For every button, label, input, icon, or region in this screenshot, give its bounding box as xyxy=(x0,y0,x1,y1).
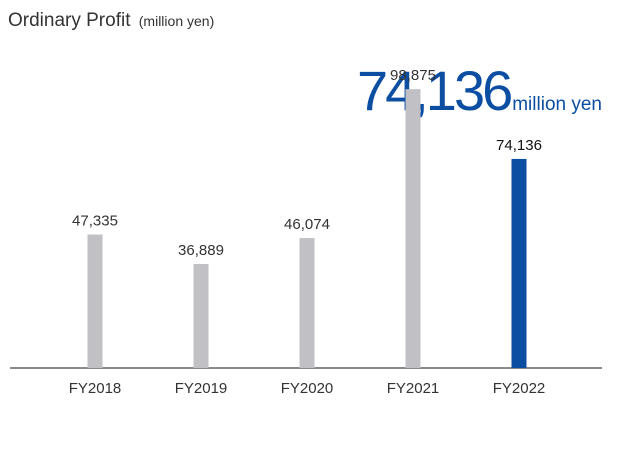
value-label-fy2021: 98,875 xyxy=(390,67,436,84)
chart-title: Ordinary Profit (million yen) xyxy=(8,10,214,32)
highlight-number: 74,136 xyxy=(356,59,513,122)
bar-fy2020 xyxy=(299,238,315,368)
chart-title-unit: (million yen) xyxy=(138,13,215,29)
x-tick-label-fy2021: FY2021 xyxy=(387,380,440,397)
value-label-fy2022: 74,136 xyxy=(496,137,542,154)
value-label-fy2019: 36,889 xyxy=(178,242,224,259)
value-label-fy2018: 47,335 xyxy=(72,213,118,230)
x-tick-label-fy2020: FY2020 xyxy=(281,380,334,397)
x-tick-label-fy2018: FY2018 xyxy=(69,380,122,397)
highlight-unit: million yen xyxy=(512,94,602,115)
value-label-fy2020: 46,074 xyxy=(284,216,330,233)
bar-fy2021 xyxy=(405,89,421,369)
highlight-value: 74,136 million yen xyxy=(357,58,602,123)
x-tick-label-fy2022: FY2022 xyxy=(493,380,546,397)
chart-title-text: Ordinary Profit xyxy=(8,10,131,31)
bar-fy2018 xyxy=(87,234,103,368)
bar-fy2022 xyxy=(511,158,527,368)
x-tick-label-fy2019: FY2019 xyxy=(175,380,228,397)
bar-fy2019 xyxy=(193,263,209,368)
